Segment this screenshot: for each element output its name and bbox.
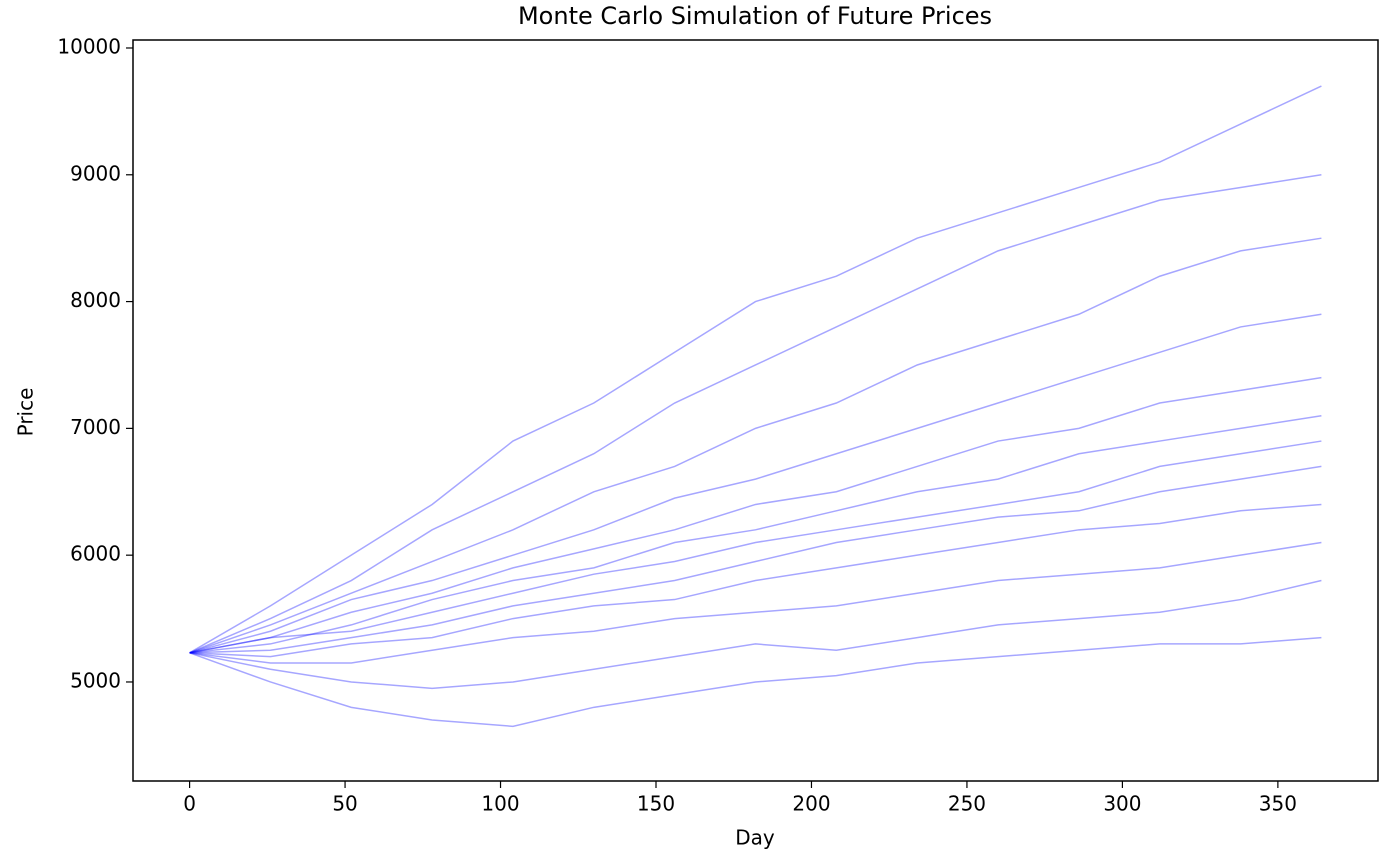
price-path <box>189 414 1322 654</box>
price-path <box>189 85 1322 654</box>
chart-title: Monte Carlo Simulation of Future Prices <box>518 2 992 30</box>
price-path <box>189 174 1322 654</box>
x-tick-label: 200 <box>792 792 830 816</box>
y-tick-label: 9000 <box>70 161 121 185</box>
x-tick-label: 350 <box>1259 792 1297 816</box>
price-path <box>189 376 1322 654</box>
y-axis-label: Price <box>14 388 38 437</box>
x-axis-label: Day <box>735 826 775 850</box>
y-tick-label: 5000 <box>70 668 121 692</box>
price-path <box>189 541 1322 664</box>
price-path <box>189 440 1322 654</box>
y-tick-label: 8000 <box>70 288 121 312</box>
price-path <box>189 313 1322 654</box>
x-tick-label: 50 <box>332 792 357 816</box>
price-path <box>189 465 1322 654</box>
plot-frame <box>132 39 1379 782</box>
x-tick-label: 150 <box>637 792 675 816</box>
y-tick-label: 6000 <box>70 542 121 566</box>
price-path <box>189 503 1322 658</box>
x-tick-label: 250 <box>948 792 986 816</box>
x-tick-label: 300 <box>1103 792 1141 816</box>
x-tick-label: 100 <box>481 792 519 816</box>
y-tick-label: 7000 <box>70 415 121 439</box>
price-path <box>189 579 1322 690</box>
x-tick-label: 0 <box>183 792 196 816</box>
y-tick-label: 10000 <box>57 34 121 58</box>
price-path <box>189 237 1322 654</box>
price-path <box>189 636 1322 728</box>
